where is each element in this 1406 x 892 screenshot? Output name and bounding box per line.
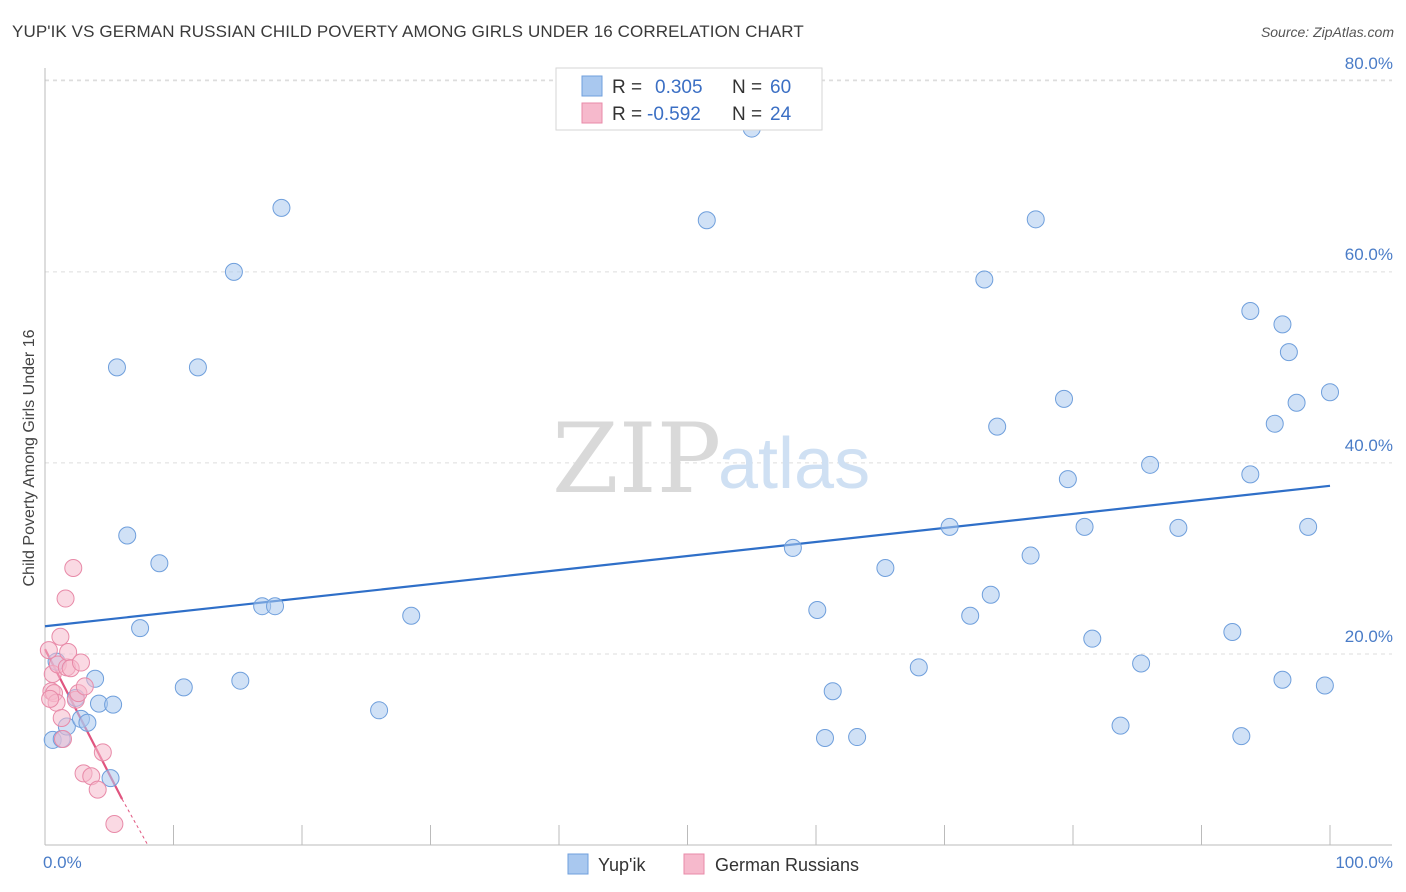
point-german-russians-9	[56, 589, 75, 608]
watermark-zip: ZIP	[552, 403, 721, 515]
point-yupik-21	[370, 701, 389, 720]
point-yupik-13	[150, 554, 169, 573]
y-axis-label: Child Poverty Among Girls Under 16	[21, 329, 38, 586]
point-yupik-22	[402, 606, 421, 625]
legend-n-label-2: N =	[732, 104, 762, 125]
point-yupik-53	[1273, 670, 1292, 689]
grid-lines	[45, 79, 1392, 655]
bottom-legend-label-german-russians: German Russians	[715, 855, 859, 875]
point-german-russians-0	[39, 641, 58, 660]
point-yupik-35	[981, 585, 1000, 604]
point-yupik-44	[1132, 654, 1151, 673]
y-tick-label-3: 80.0%	[1345, 54, 1393, 73]
point-yupik-15	[188, 358, 207, 377]
point-yupik-17	[231, 671, 250, 690]
point-yupik-25	[783, 538, 802, 557]
x-tick-labels: 0.0% 100.0%	[43, 853, 1393, 872]
point-yupik-45	[1141, 455, 1160, 474]
point-yupik-52	[1273, 315, 1292, 334]
point-yupik-46	[1169, 518, 1188, 537]
point-yupik-38	[1026, 210, 1045, 229]
point-german-russians-16	[71, 653, 90, 672]
point-yupik-31	[909, 658, 928, 677]
y-tick-labels: 20.0% 40.0% 60.0% 80.0%	[1345, 54, 1393, 646]
legend-n-value-2: 24	[770, 104, 792, 125]
trend-extension-german-russians	[121, 798, 149, 846]
point-yupik-37	[1021, 546, 1040, 565]
point-yupik-54	[1279, 343, 1298, 362]
point-yupik-41	[1075, 517, 1094, 536]
legend-n-label-1: N =	[732, 77, 762, 98]
point-yupik-49	[1232, 727, 1251, 746]
point-yupik-30	[876, 558, 895, 577]
bottom-legend-swatch-german-russians	[683, 853, 705, 875]
y-tick-label-0: 20.0%	[1345, 627, 1393, 646]
point-german-russians-7	[52, 708, 71, 727]
x-tick-label-1: 100.0%	[1335, 853, 1393, 872]
chart-title: YUP'IK VS GERMAN RUSSIAN CHILD POVERTY A…	[12, 22, 804, 41]
x-tick-label-0: 0.0%	[43, 853, 82, 872]
point-yupik-12	[131, 619, 150, 638]
point-yupik-23	[697, 211, 716, 230]
bottom-legend-swatch-yupik	[567, 853, 589, 875]
legend-n-value-1: 60	[770, 77, 791, 98]
point-german-russians-22	[105, 814, 124, 833]
bottom-legend: Yup'ik German Russians	[567, 853, 859, 875]
watermark: ZIP atlas	[552, 403, 870, 515]
point-yupik-19	[266, 597, 285, 616]
watermark-atlas: atlas	[718, 424, 870, 504]
y-tick-label-2: 60.0%	[1345, 245, 1393, 264]
point-german-russians-13	[64, 558, 83, 577]
point-german-russians-18	[75, 677, 94, 696]
point-yupik-48	[1241, 465, 1260, 484]
point-yupik-8	[104, 695, 123, 714]
point-yupik-47	[1223, 622, 1242, 641]
point-yupik-43	[1111, 716, 1130, 735]
point-yupik-9	[101, 769, 120, 788]
point-yupik-29	[848, 728, 867, 747]
point-yupik-11	[118, 526, 137, 545]
point-yupik-39	[1055, 389, 1074, 408]
point-yupik-10	[107, 358, 126, 377]
bottom-legend-label-yupik: Yup'ik	[598, 855, 646, 875]
axes	[44, 68, 1392, 846]
point-yupik-27	[815, 729, 834, 748]
point-yupik-28	[823, 682, 842, 701]
point-yupik-42	[1083, 629, 1102, 648]
legend-r-label-2: R =	[612, 104, 642, 125]
point-yupik-20	[272, 198, 291, 217]
point-yupik-56	[1299, 517, 1318, 536]
point-yupik-34	[975, 270, 994, 289]
legend-r-value-2: -0.592	[647, 104, 701, 125]
source-label: Source: ZipAtlas.com	[1260, 24, 1394, 40]
point-yupik-32	[940, 517, 959, 536]
legend-box: R = 0.305 N = 60 R = -0.592 N = 24	[555, 67, 823, 131]
y-tick-label-1: 40.0%	[1345, 436, 1393, 455]
point-yupik-55	[1287, 393, 1306, 412]
legend-r-label-1: R =	[612, 77, 642, 98]
data-points	[39, 119, 1339, 833]
point-yupik-16	[224, 262, 243, 281]
point-yupik-58	[1315, 676, 1334, 695]
point-yupik-33	[961, 606, 980, 625]
point-yupik-14	[174, 678, 193, 697]
legend-swatch-german-russians	[581, 102, 603, 124]
point-german-russians-8	[53, 729, 72, 748]
point-german-russians-23	[41, 689, 60, 708]
legend-r-value-1: 0.305	[655, 77, 703, 98]
legend-swatch-yupik	[581, 75, 603, 97]
point-yupik-5	[78, 713, 97, 732]
point-yupik-51	[1265, 414, 1284, 433]
point-german-russians-20	[88, 780, 107, 799]
point-yupik-36	[988, 417, 1007, 436]
point-yupik-40	[1058, 470, 1077, 489]
point-yupik-57	[1321, 383, 1339, 402]
point-german-russians-21	[93, 743, 112, 762]
point-yupik-26	[808, 601, 827, 620]
point-yupik-50	[1241, 302, 1260, 321]
point-german-russians-6	[51, 627, 70, 646]
